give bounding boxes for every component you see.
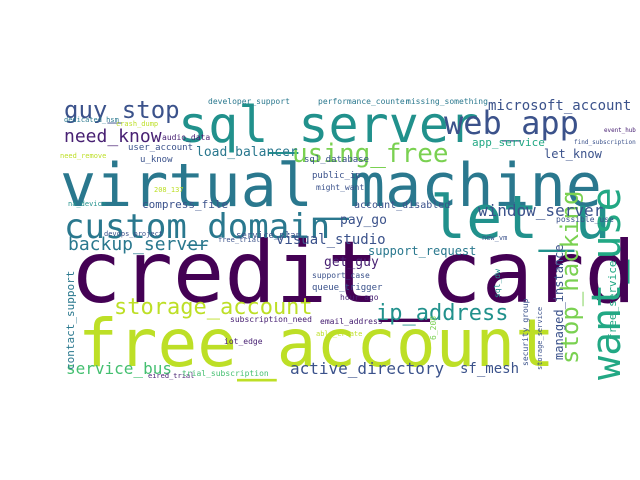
cloud-word: 208_137 bbox=[154, 186, 184, 194]
cloud-word: eired_trial bbox=[148, 372, 194, 380]
cloud-word: service_plan bbox=[236, 231, 301, 241]
cloud-word: audio_data bbox=[162, 133, 210, 142]
cloud-word: custom_domain bbox=[64, 207, 330, 247]
cloud-word: na_device bbox=[68, 200, 106, 208]
cloud-word: microsoft_account bbox=[488, 98, 631, 114]
cloud-word: sql_database bbox=[304, 155, 369, 165]
cloud-word: using_free bbox=[292, 139, 449, 169]
cloud-word: sf_mesh bbox=[460, 361, 519, 377]
cloud-word: pay_go bbox=[340, 213, 387, 228]
cloud-word: let_u bbox=[430, 183, 611, 253]
cloud-word: active_directory bbox=[290, 359, 444, 378]
cloud-word: sql_server bbox=[178, 96, 479, 154]
cloud-word: trial_subscription bbox=[182, 369, 269, 378]
cloud-word: stop_hacking bbox=[556, 191, 584, 364]
cloud-word: service_bus bbox=[66, 359, 172, 378]
cloud-word: storage_service bbox=[536, 307, 544, 370]
cloud-word: need_remove bbox=[60, 152, 106, 160]
cloud-word: security_group bbox=[521, 298, 530, 366]
cloud-word: 6_208 bbox=[429, 316, 438, 340]
cloud-word: performance_counter bbox=[318, 97, 410, 106]
cloud-word: subscription_need bbox=[230, 315, 312, 324]
cloud-word: support_case bbox=[312, 271, 370, 280]
cloud-word: want_use bbox=[584, 187, 630, 380]
cloud-word: web_app bbox=[444, 104, 579, 142]
cloud-word: credit_card bbox=[70, 224, 636, 323]
cloud-word: need_know bbox=[64, 126, 162, 147]
cloud-word: backup_server bbox=[68, 234, 209, 255]
cloud-word: virtual_machine bbox=[60, 151, 602, 221]
cloud-word: might_want bbox=[316, 183, 364, 192]
cloud-word: guy_stop bbox=[64, 96, 180, 124]
cloud-word: visual_studio bbox=[276, 232, 386, 248]
cloud-word: free_account bbox=[78, 305, 555, 382]
cloud-word: u_know bbox=[140, 155, 173, 165]
cloud-word: find_subscription bbox=[574, 139, 636, 146]
cloud-word: iot_edge bbox=[224, 337, 263, 346]
cloud-word: queue_trigger bbox=[312, 283, 383, 293]
cloud-word: support_request bbox=[368, 244, 476, 258]
cloud-word: missing_something bbox=[406, 97, 488, 106]
cloud-word: let_know bbox=[544, 147, 603, 161]
cloud-word: devops_project bbox=[104, 230, 163, 238]
cloud-word: event_hub bbox=[604, 128, 636, 134]
cloud-word: managed_instance bbox=[552, 244, 566, 360]
cloud-word: public_ip bbox=[312, 171, 361, 181]
cloud-word: free_trial bbox=[218, 236, 260, 244]
cloud-word: ip_address bbox=[376, 301, 508, 326]
cloud-word: free_service bbox=[606, 261, 619, 340]
cloud-word: get_guy bbox=[324, 255, 379, 270]
cloud-word: hour_ago bbox=[340, 293, 379, 302]
cloud-word: load_balancer bbox=[196, 145, 298, 160]
cloud-word: account_disabled bbox=[354, 200, 450, 211]
cloud-word: sql_dw bbox=[493, 269, 502, 298]
cloud-word: possible_use bbox=[556, 215, 614, 224]
cloud-word: contact_support bbox=[64, 271, 77, 370]
cloud-word: storage_account bbox=[114, 295, 313, 320]
cloud-word: app_service bbox=[472, 136, 545, 149]
cloud-word: user_account bbox=[128, 143, 193, 153]
cloud-word: email_address bbox=[320, 317, 383, 326]
cloud-word: window_server bbox=[478, 201, 604, 220]
cloud-word: able_create bbox=[316, 330, 362, 338]
cloud-word: compress_file bbox=[142, 198, 228, 211]
cloud-word: dedicated_hsm bbox=[64, 116, 119, 124]
cloud-word: new_vm bbox=[482, 234, 507, 242]
cloud-word: developer_support bbox=[208, 97, 290, 106]
cloud-word: crash_dump bbox=[116, 120, 158, 128]
